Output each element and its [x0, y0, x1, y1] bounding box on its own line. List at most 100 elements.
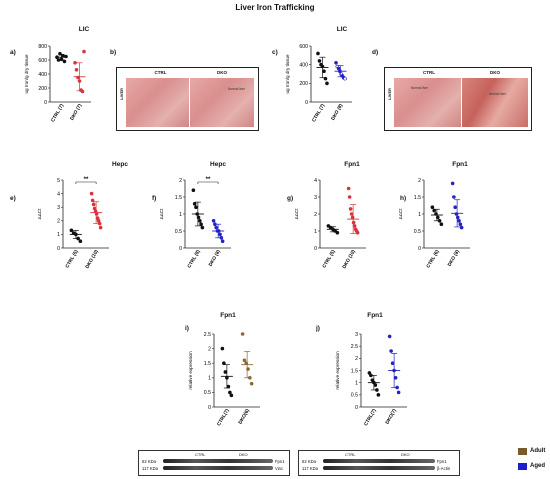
wb1-header-ctrl: CTRL [195, 452, 206, 457]
y-tick-label: 0.5 [351, 393, 358, 399]
data-point [82, 49, 86, 54]
data-point [457, 218, 461, 223]
data-point [218, 232, 222, 237]
data-point [459, 225, 464, 230]
panel-h-letter: h) [400, 195, 407, 202]
y-tick-label: 0 [57, 246, 60, 252]
y-tick-label: 2 [418, 178, 421, 184]
legend-adult-swatch [518, 448, 527, 455]
y-tick-label: 2 [179, 178, 182, 184]
panel-i-title: Fpn1 [220, 312, 236, 319]
data-point [62, 59, 67, 64]
data-point [450, 181, 455, 186]
data-point [455, 215, 460, 220]
data-point [69, 228, 74, 233]
y-tick-label: 800 [38, 44, 47, 50]
histology-d-annotation-right: Normal liver [489, 92, 507, 96]
y-tick-label: 2.5 [351, 344, 358, 350]
data-point [78, 239, 83, 243]
data-point [200, 225, 205, 230]
x-tick-label: CTRL (7) [311, 103, 326, 124]
panel-b-letter: b) [110, 49, 117, 56]
data-point [240, 332, 245, 336]
wb2-label-2: β-Actin [437, 466, 451, 471]
legend-aged-label: Aged [530, 463, 545, 469]
y-tick-label: 1.5 [351, 368, 358, 374]
y-axis-label: ug Iron/g dry tissue [285, 54, 290, 94]
data-point [223, 370, 228, 374]
y-tick-label: 200 [299, 81, 308, 87]
y-tick-label: 200 [38, 86, 47, 92]
histology-b-dko-caption: DKO [217, 70, 227, 75]
wb1-label-2: Vinc [275, 466, 284, 471]
x-tick-label: CTRL(7) [216, 408, 231, 428]
histology-d-annotation-left: Normal liver [411, 86, 429, 90]
significance-label: ** [84, 177, 89, 183]
data-point [351, 220, 356, 225]
chart-a: ug Iron/g dry tissue 0 200 400 600 800 CTRL (7… [24, 44, 91, 123]
data-point [228, 390, 232, 395]
data-point [249, 381, 254, 386]
data-point [198, 218, 202, 223]
y-tick-label: 3 [57, 205, 60, 211]
x-tick-label: CTRL (5) [321, 249, 336, 270]
y-tick-label: 3 [355, 332, 358, 338]
wb2-header-dko: DKO [401, 452, 410, 457]
panel-i-letter: i) [185, 325, 189, 332]
y-tick-label: 1 [179, 212, 182, 218]
data-point [191, 188, 196, 193]
data-point [90, 198, 95, 203]
x-tick-label: CTRL (5) [64, 249, 79, 270]
y-tick-label: 1 [418, 212, 421, 218]
data-point [199, 222, 203, 227]
x-tick-label: DKO (8) [330, 103, 344, 122]
data-point [452, 195, 456, 199]
y-axis-label: ug Iron/g dry tissue [24, 54, 29, 94]
histology-d-ctrl-image [394, 78, 461, 127]
data-point [316, 51, 320, 56]
data-point [336, 66, 341, 71]
y-tick-label: 0 [355, 405, 358, 411]
y-tick-label: 600 [299, 44, 308, 50]
data-point [343, 76, 347, 81]
y-axis-label: relative expression [335, 351, 340, 390]
y-tick-label: 1.5 [414, 195, 421, 201]
panel-f-letter: f) [152, 195, 157, 202]
data-point [352, 224, 357, 228]
wb1-kda-2: 117 KDa [142, 466, 158, 471]
data-point [348, 207, 353, 211]
data-point [393, 375, 398, 380]
data-point [194, 205, 198, 210]
y-tick-label: 0 [418, 246, 421, 252]
x-tick-label: CTRL(7) [363, 408, 378, 428]
panel-d-letter: d) [372, 49, 379, 56]
y-tick-label: 1.5 [204, 361, 211, 367]
y-axis-label: relative expression [188, 351, 193, 390]
data-point [453, 205, 457, 210]
wb2-kda-1: 62 KDa [302, 459, 316, 464]
panel-f-title: Hepc [210, 161, 226, 168]
y-tick-label: 1 [355, 380, 358, 386]
y-tick-label: 0 [44, 100, 47, 106]
y-tick-label: 0.5 [204, 390, 211, 396]
wb2-kda-2: 117 KDa [302, 466, 318, 471]
western-blot-1: CTRL DKO 62 KDa 117 KDa Fpn1 Vinc [138, 450, 290, 476]
x-tick-label: DKO (7) [69, 103, 83, 122]
data-point [226, 384, 231, 389]
x-tick-label: CTRL (8) [186, 249, 201, 270]
panel-j-letter: j) [316, 325, 320, 332]
data-point [458, 222, 463, 227]
y-tick-label: 4 [57, 191, 60, 197]
x-tick-label: DKO(6) [237, 408, 251, 426]
panel-a-title: LIC [78, 26, 90, 33]
y-tick-label: 400 [38, 72, 47, 78]
histology-d-side-label: LIVER [387, 88, 392, 100]
histology-d-ctrl-caption: CTRL [423, 70, 435, 75]
data-point [390, 361, 395, 366]
y-tick-label: 600 [38, 58, 47, 64]
y-axis-label: ΔΔCt [159, 208, 164, 219]
y-tick-label: 2 [208, 346, 211, 352]
chart-g: ΔΔCt 0 1 2 3 4 CTRL (5) DKO (10) [294, 178, 366, 270]
panel-a-letter: a) [10, 49, 16, 56]
x-tick-label: DKO (10) [341, 249, 357, 270]
